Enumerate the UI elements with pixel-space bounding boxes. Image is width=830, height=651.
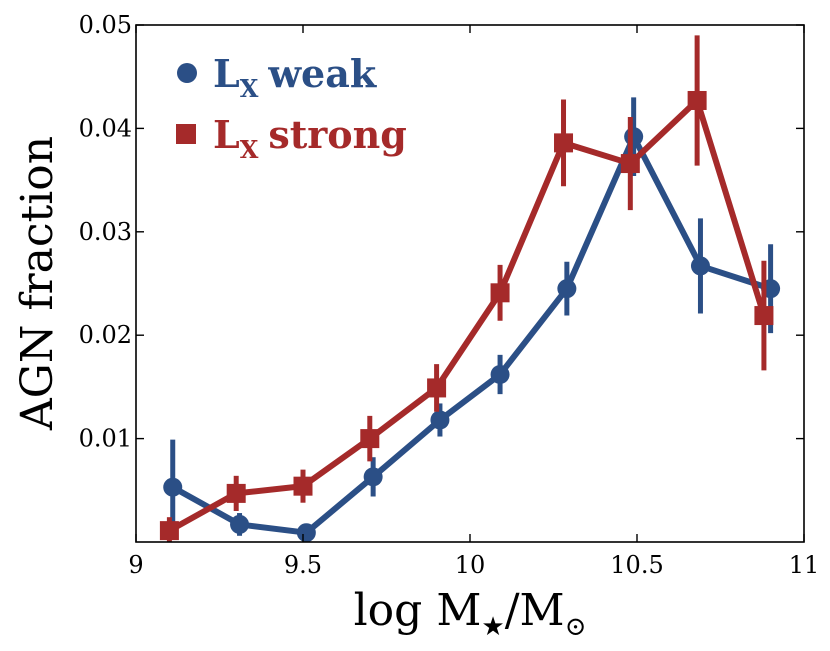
legend-label-weak-sub: X <box>240 74 259 103</box>
data-point <box>490 283 510 303</box>
data-point <box>163 477 183 497</box>
legend-label-strong-rest: strong <box>268 112 407 157</box>
legend-label-strong-sub: X <box>240 135 259 164</box>
data-point <box>427 378 447 398</box>
y-axis-label: AGN fraction <box>12 136 63 431</box>
data-point <box>554 133 574 153</box>
data-point <box>363 467 383 487</box>
legend-label-strong: LX strong <box>213 112 407 164</box>
legend-label-strong-main: L <box>213 112 240 157</box>
series-layer <box>159 35 781 543</box>
series-line <box>167 97 767 534</box>
legend-label-weak-rest: weak <box>267 51 377 96</box>
x-tick-label: 10 <box>455 551 486 579</box>
x-tick-label: 11 <box>789 551 820 579</box>
data-point <box>159 521 179 541</box>
legend: LX weak LX strong <box>176 51 407 164</box>
y-tick-label: 0.02 <box>79 321 132 349</box>
x-tick-label: 9.5 <box>284 551 322 579</box>
data-point <box>296 523 316 543</box>
x-axis-label-slash: /M <box>505 585 565 636</box>
data-point <box>620 154 640 174</box>
y-tick-label: 0.01 <box>79 425 132 453</box>
legend-label-weak: LX weak <box>213 51 377 103</box>
data-point <box>557 279 577 299</box>
x-axis-label-main: log M <box>354 585 482 636</box>
y-tick-label: 0.04 <box>79 114 132 142</box>
data-point <box>430 410 450 430</box>
data-point <box>624 127 644 147</box>
data-point <box>293 476 313 496</box>
x-axis-label: log M★/M⊙ <box>354 585 587 642</box>
x-axis-label-sun: ⊙ <box>565 612 587 642</box>
legend-marker-strong <box>176 124 196 144</box>
data-point <box>490 364 510 384</box>
series-line <box>171 133 772 536</box>
x-axis-label-star: ★ <box>481 612 504 642</box>
y-tick-label: 0.05 <box>79 11 132 39</box>
data-point <box>230 514 250 534</box>
x-tick-label: 9 <box>128 551 143 579</box>
ticks-layer: 9 9.5 10 10.5 11 0.01 0.02 0.03 0.04 0.05 <box>79 11 820 579</box>
legend-label-weak-main: L <box>213 51 240 96</box>
data-point <box>687 90 707 110</box>
plot-frame <box>135 24 805 543</box>
x-tick-label: 10.5 <box>610 551 663 579</box>
data-point <box>360 429 380 449</box>
series-strong <box>159 35 774 542</box>
data-point <box>226 483 246 503</box>
data-point <box>754 306 774 326</box>
y-tick-label: 0.03 <box>79 218 132 246</box>
data-point <box>690 256 710 276</box>
legend-marker-weak <box>177 63 197 83</box>
